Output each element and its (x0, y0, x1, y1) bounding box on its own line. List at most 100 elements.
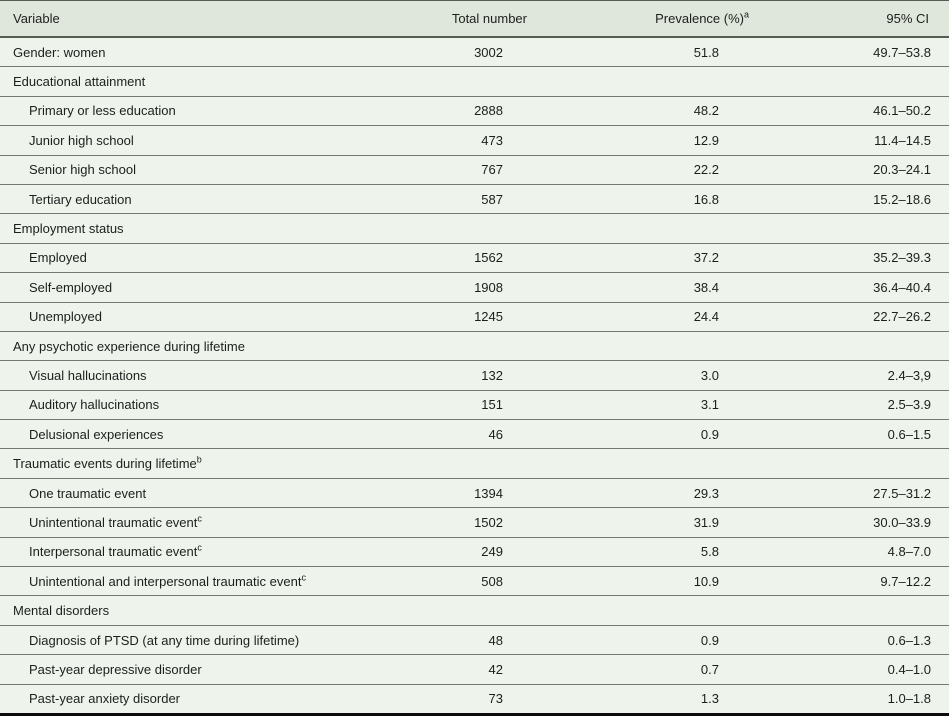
ci-cell (750, 66, 949, 97)
ci-cell: 35.2–39.3 (750, 242, 949, 273)
variable-cell: Traumatic events during lifetimeb (0, 448, 440, 479)
superscript-a: a (743, 9, 749, 20)
superscript-c: c (197, 513, 202, 524)
variable-cell: Tertiary education (0, 183, 440, 214)
table-row: Auditory hallucinations 151 3.1 2.5–3.9 (0, 389, 949, 420)
variable-cell: Interpersonal traumatic eventc (0, 536, 440, 567)
prevalence-cell: 48.2 (528, 95, 750, 126)
prevalence-cell: 0.9 (528, 624, 750, 655)
ci-cell: 30.0–33.9 (750, 507, 949, 538)
ci-cell: 49.7–53.8 (750, 37, 949, 67)
total-number-cell: 132 (440, 360, 528, 391)
total-number-cell: 73 (440, 683, 528, 715)
ci-cell: 22.7–26.2 (750, 301, 949, 332)
section-row: Educational attainment (0, 66, 949, 97)
total-number-cell: 46 (440, 419, 528, 449)
variable-cell: Past-year anxiety disorder (0, 683, 440, 715)
total-number-cell: 3002 (440, 37, 528, 67)
total-number-cell (440, 66, 528, 97)
ci-cell: 9.7–12.2 (750, 566, 949, 596)
column-header-prevalence-label: Prevalence (%) (655, 11, 744, 26)
prevalence-cell: 22.2 (528, 154, 750, 185)
ci-cell: 1.0–1.8 (750, 683, 949, 715)
ci-cell: 0.4–1.0 (750, 654, 949, 685)
prevalence-cell: 51.8 (528, 37, 750, 67)
prevalence-cell: 0.7 (528, 654, 750, 685)
ci-cell: 4.8–7.0 (750, 536, 949, 567)
ci-cell: 20.3–24.1 (750, 154, 949, 185)
table-row: Primary or less education 2888 48.2 46.1–50… (0, 95, 949, 126)
prevalence-cell: 3.1 (528, 389, 750, 420)
total-number-cell: 1394 (440, 477, 528, 508)
total-number-cell: 508 (440, 566, 528, 596)
table-row: Unemployed 1245 24.4 22.7–26.2 (0, 301, 949, 332)
superscript-c: c (197, 543, 202, 553)
table-row: Visual hallucinations 132 3.0 2.4–3,9 (0, 360, 949, 391)
table-row: Interpersonal traumatic eventc 249 5.8 4.8–… (0, 536, 949, 567)
variable-cell: Visual hallucinations (0, 360, 440, 391)
variable-cell: Diagnosis of PTSD (at any time during li… (0, 624, 440, 655)
table-body: Gender: women 3002 51.8 49.7–53.8 Educationa… (0, 37, 949, 715)
prevalence-cell: 1.3 (528, 683, 750, 715)
ci-cell: 0.6–1.5 (750, 419, 949, 449)
variable-cell: Mental disorders (0, 595, 440, 626)
prevalence-cell: 16.8 (528, 183, 750, 214)
prevalence-cell (528, 330, 750, 361)
total-number-cell (440, 213, 528, 244)
header-row: Variable Total number Prevalence (%)a 95… (0, 0, 949, 38)
table-row: Past-year anxiety disorder 73 1.3 1.0–1.8 (0, 683, 949, 715)
prevalence-cell: 38.4 (528, 272, 750, 303)
column-header-ci: 95% CI (750, 0, 949, 38)
variable-cell: Employed (0, 242, 440, 273)
variable-cell: Educational attainment (0, 66, 440, 97)
ci-cell: 11.4–14.5 (750, 125, 949, 156)
variable-cell: Primary or less education (0, 95, 440, 126)
ci-cell: 0.6–1.3 (750, 624, 949, 655)
prevalence-cell (528, 66, 750, 97)
column-header-variable: Variable (0, 0, 440, 38)
prevalence-cell: 24.4 (528, 301, 750, 332)
ci-cell (750, 213, 949, 244)
total-number-cell: 249 (440, 536, 528, 567)
superscript-b: b (196, 454, 202, 465)
total-number-cell (440, 330, 528, 361)
total-number-cell: 151 (440, 389, 528, 420)
prevalence-cell: 12.9 (528, 125, 750, 156)
table-row: Junior high school 473 12.9 11.4–14.5 (0, 125, 949, 156)
total-number-cell: 1245 (440, 301, 528, 332)
ci-cell: 2.5–3.9 (750, 389, 949, 420)
table-row: Unintentional traumatic eventc 1502 31.9 30… (0, 507, 949, 538)
table-header: Variable Total number Prevalence (%)a 95… (0, 0, 949, 38)
variable-cell: Auditory hallucinations (0, 389, 440, 420)
variable-cell: Junior high school (0, 125, 440, 156)
section-row: Any psychotic experience during lifetime (0, 330, 949, 361)
total-number-cell: 2888 (440, 95, 528, 126)
prevalence-cell: 5.8 (528, 536, 750, 567)
total-number-cell: 42 (440, 654, 528, 685)
total-number-cell: 48 (440, 624, 528, 655)
prevalence-cell (528, 213, 750, 244)
table-row: Unintentional and interpersonal traumati… (0, 566, 949, 596)
section-row: Mental disorders (0, 595, 949, 626)
prevalence-cell: 29.3 (528, 477, 750, 508)
section-row: Traumatic events during lifetimeb (0, 448, 949, 479)
ci-cell: 27.5–31.2 (750, 477, 949, 508)
table-row: Past-year depressive disorder 42 0.7 0.4–1.… (0, 654, 949, 685)
ci-cell: 2.4–3,9 (750, 360, 949, 391)
total-number-cell (440, 595, 528, 626)
table-row: Diagnosis of PTSD (at any time during li… (0, 624, 949, 655)
prevalence-cell: 0.9 (528, 419, 750, 449)
prevalence-cell (528, 448, 750, 479)
table-row: Tertiary education 587 16.8 15.2–18.6 (0, 183, 949, 214)
ci-cell: 36.4–40.4 (750, 272, 949, 303)
ci-cell (750, 448, 949, 479)
total-number-cell: 1562 (440, 242, 528, 273)
variable-cell: Self-employed (0, 272, 440, 303)
table-row: Self-employed 1908 38.4 36.4–40.4 (0, 272, 949, 303)
variable-cell: Unintentional traumatic eventc (0, 507, 440, 538)
column-header-total-number: Total number (440, 0, 528, 38)
variable-cell: Delusional experiences (0, 419, 440, 449)
prevalence-cell: 3.0 (528, 360, 750, 391)
table-row: Delusional experiences 46 0.9 0.6–1.5 (0, 419, 949, 449)
table-row: Senior high school 767 22.2 20.3–24.1 (0, 154, 949, 185)
